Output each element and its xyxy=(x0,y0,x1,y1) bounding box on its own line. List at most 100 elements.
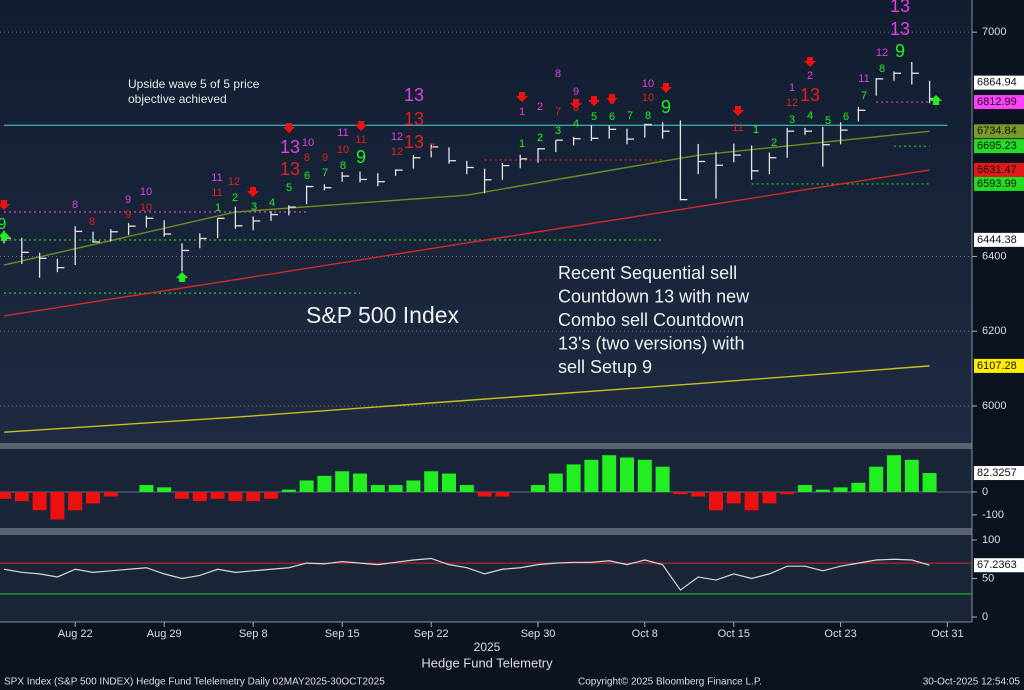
td-count: 4 xyxy=(807,110,813,122)
td-count: 6 xyxy=(304,170,310,182)
buy-arrow xyxy=(0,231,10,241)
sell-arrow xyxy=(660,83,672,93)
td-count: 9 xyxy=(0,216,7,233)
td-count: 9 xyxy=(356,147,366,167)
histogram-bar xyxy=(531,485,545,492)
histogram-bar xyxy=(602,455,617,492)
td-count: 1 xyxy=(753,124,759,136)
price-label-box xyxy=(974,176,1024,191)
oscillator-panel xyxy=(0,535,972,622)
value-label: 67.2363 xyxy=(977,559,1017,571)
histogram-bar xyxy=(50,491,65,520)
td-count: 2 xyxy=(537,101,543,113)
td-count: 1 xyxy=(519,106,525,118)
commentary: Recent Sequential sell xyxy=(558,263,737,283)
td-count: 7 xyxy=(861,90,867,102)
td-count: 10 xyxy=(337,144,349,156)
td-count: 3 xyxy=(789,114,795,126)
price-label-box xyxy=(974,139,1024,154)
sell-arrow xyxy=(355,121,367,131)
price-panel xyxy=(0,0,972,443)
axis-year: 2025 xyxy=(474,640,501,654)
histogram-bar xyxy=(175,491,189,499)
td-count: 5 xyxy=(286,182,292,194)
sell-arrow xyxy=(804,57,816,67)
histogram-bar xyxy=(815,489,830,492)
histogram-bar xyxy=(424,471,439,492)
y-tick-label: 6200 xyxy=(982,325,1006,337)
sell-arrow xyxy=(606,94,618,104)
price-label-box xyxy=(974,162,1024,177)
histogram-bar xyxy=(406,480,421,492)
panel-divider xyxy=(0,443,972,449)
histogram-bar xyxy=(370,485,385,492)
y-tick-label: 0 xyxy=(982,611,988,623)
price-label: 6631.47 xyxy=(977,164,1017,176)
td-count: 7 xyxy=(627,110,633,122)
sell-arrow xyxy=(570,99,582,109)
x-tick-label: Aug 22 xyxy=(58,628,93,640)
td-count: 7 xyxy=(429,142,435,154)
td-count: 8 xyxy=(555,68,561,80)
td-count: 4 xyxy=(573,118,579,130)
x-tick-label: Sep 15 xyxy=(325,628,360,640)
commentary: Combo sell Countdown xyxy=(558,310,744,330)
moving-average xyxy=(3,130,930,266)
buy-arrow xyxy=(930,95,942,105)
td-count: 5 xyxy=(591,111,597,123)
td-count: 2 xyxy=(232,192,238,204)
td-count: 10 xyxy=(642,78,654,90)
td-count: 3 xyxy=(555,125,561,137)
sell-arrow xyxy=(516,92,528,102)
sell-arrow xyxy=(247,187,259,197)
commentary: sell Setup 9 xyxy=(558,357,652,377)
td-count: 1 xyxy=(215,202,221,214)
x-tick-label: Oct 23 xyxy=(824,628,856,640)
price-label-box xyxy=(974,75,1024,90)
price-label: 6593.99 xyxy=(977,178,1017,190)
price-label-box xyxy=(974,232,1024,247)
histogram-bar xyxy=(246,491,261,502)
td-count: 13 xyxy=(404,132,424,152)
td-count: 12 xyxy=(786,97,798,109)
histogram-bar xyxy=(798,485,812,492)
td-count: 6 xyxy=(843,111,849,123)
histogram-bar xyxy=(887,455,901,492)
footer-right: 30-Oct-2025 12:54:05 xyxy=(923,677,1021,688)
td-count: 5 xyxy=(825,115,831,127)
td-count: 8 xyxy=(89,216,95,228)
annotation: objective achieved xyxy=(128,92,227,106)
moving-average xyxy=(3,169,930,317)
td-count: 2 xyxy=(537,132,543,144)
histogram-bar xyxy=(922,473,937,492)
histogram-bar xyxy=(762,491,777,504)
x-tick-label: Sep 30 xyxy=(521,628,556,640)
y-tick-label: 0 xyxy=(982,486,988,498)
price-label: 6812.99 xyxy=(977,96,1017,108)
histogram-bar xyxy=(833,487,848,492)
histogram-bar xyxy=(744,491,759,511)
buy-arrow xyxy=(176,272,188,282)
histogram-bar xyxy=(388,485,403,492)
y-tick-label: -100 xyxy=(982,509,1004,521)
commentary: 13's (two versions) with xyxy=(558,333,745,353)
td-count: 9 xyxy=(573,86,579,98)
td-count: 8 xyxy=(304,152,310,164)
td-count: 10 xyxy=(140,186,152,198)
td-count: 12 xyxy=(391,131,403,143)
td-count: 12 xyxy=(391,146,403,158)
chart-title: S&P 500 Index xyxy=(306,302,460,328)
x-tick-label: Sep 22 xyxy=(414,628,449,640)
y-tick-label: 7000 xyxy=(982,26,1006,38)
histogram-bar xyxy=(620,457,634,492)
histogram-bar xyxy=(317,475,332,492)
td-count: 13 xyxy=(890,19,910,39)
price-label: 6695.23 xyxy=(977,140,1017,152)
value-label: 82.3257 xyxy=(977,467,1017,479)
histogram-bar xyxy=(14,491,29,502)
td-count: 13 xyxy=(800,85,820,105)
x-tick-label: Oct 15 xyxy=(718,628,750,640)
histogram-bar xyxy=(353,473,367,492)
sell-arrow xyxy=(732,106,744,116)
